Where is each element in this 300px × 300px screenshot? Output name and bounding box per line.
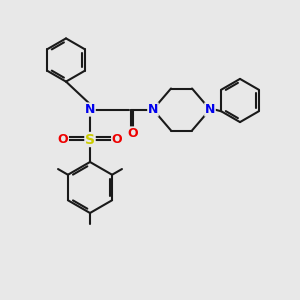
- Text: O: O: [112, 133, 122, 146]
- Text: S: S: [85, 133, 95, 146]
- Text: N: N: [205, 103, 215, 116]
- Text: N: N: [148, 103, 158, 116]
- Text: O: O: [58, 133, 68, 146]
- Text: N: N: [85, 103, 95, 116]
- Text: O: O: [127, 127, 138, 140]
